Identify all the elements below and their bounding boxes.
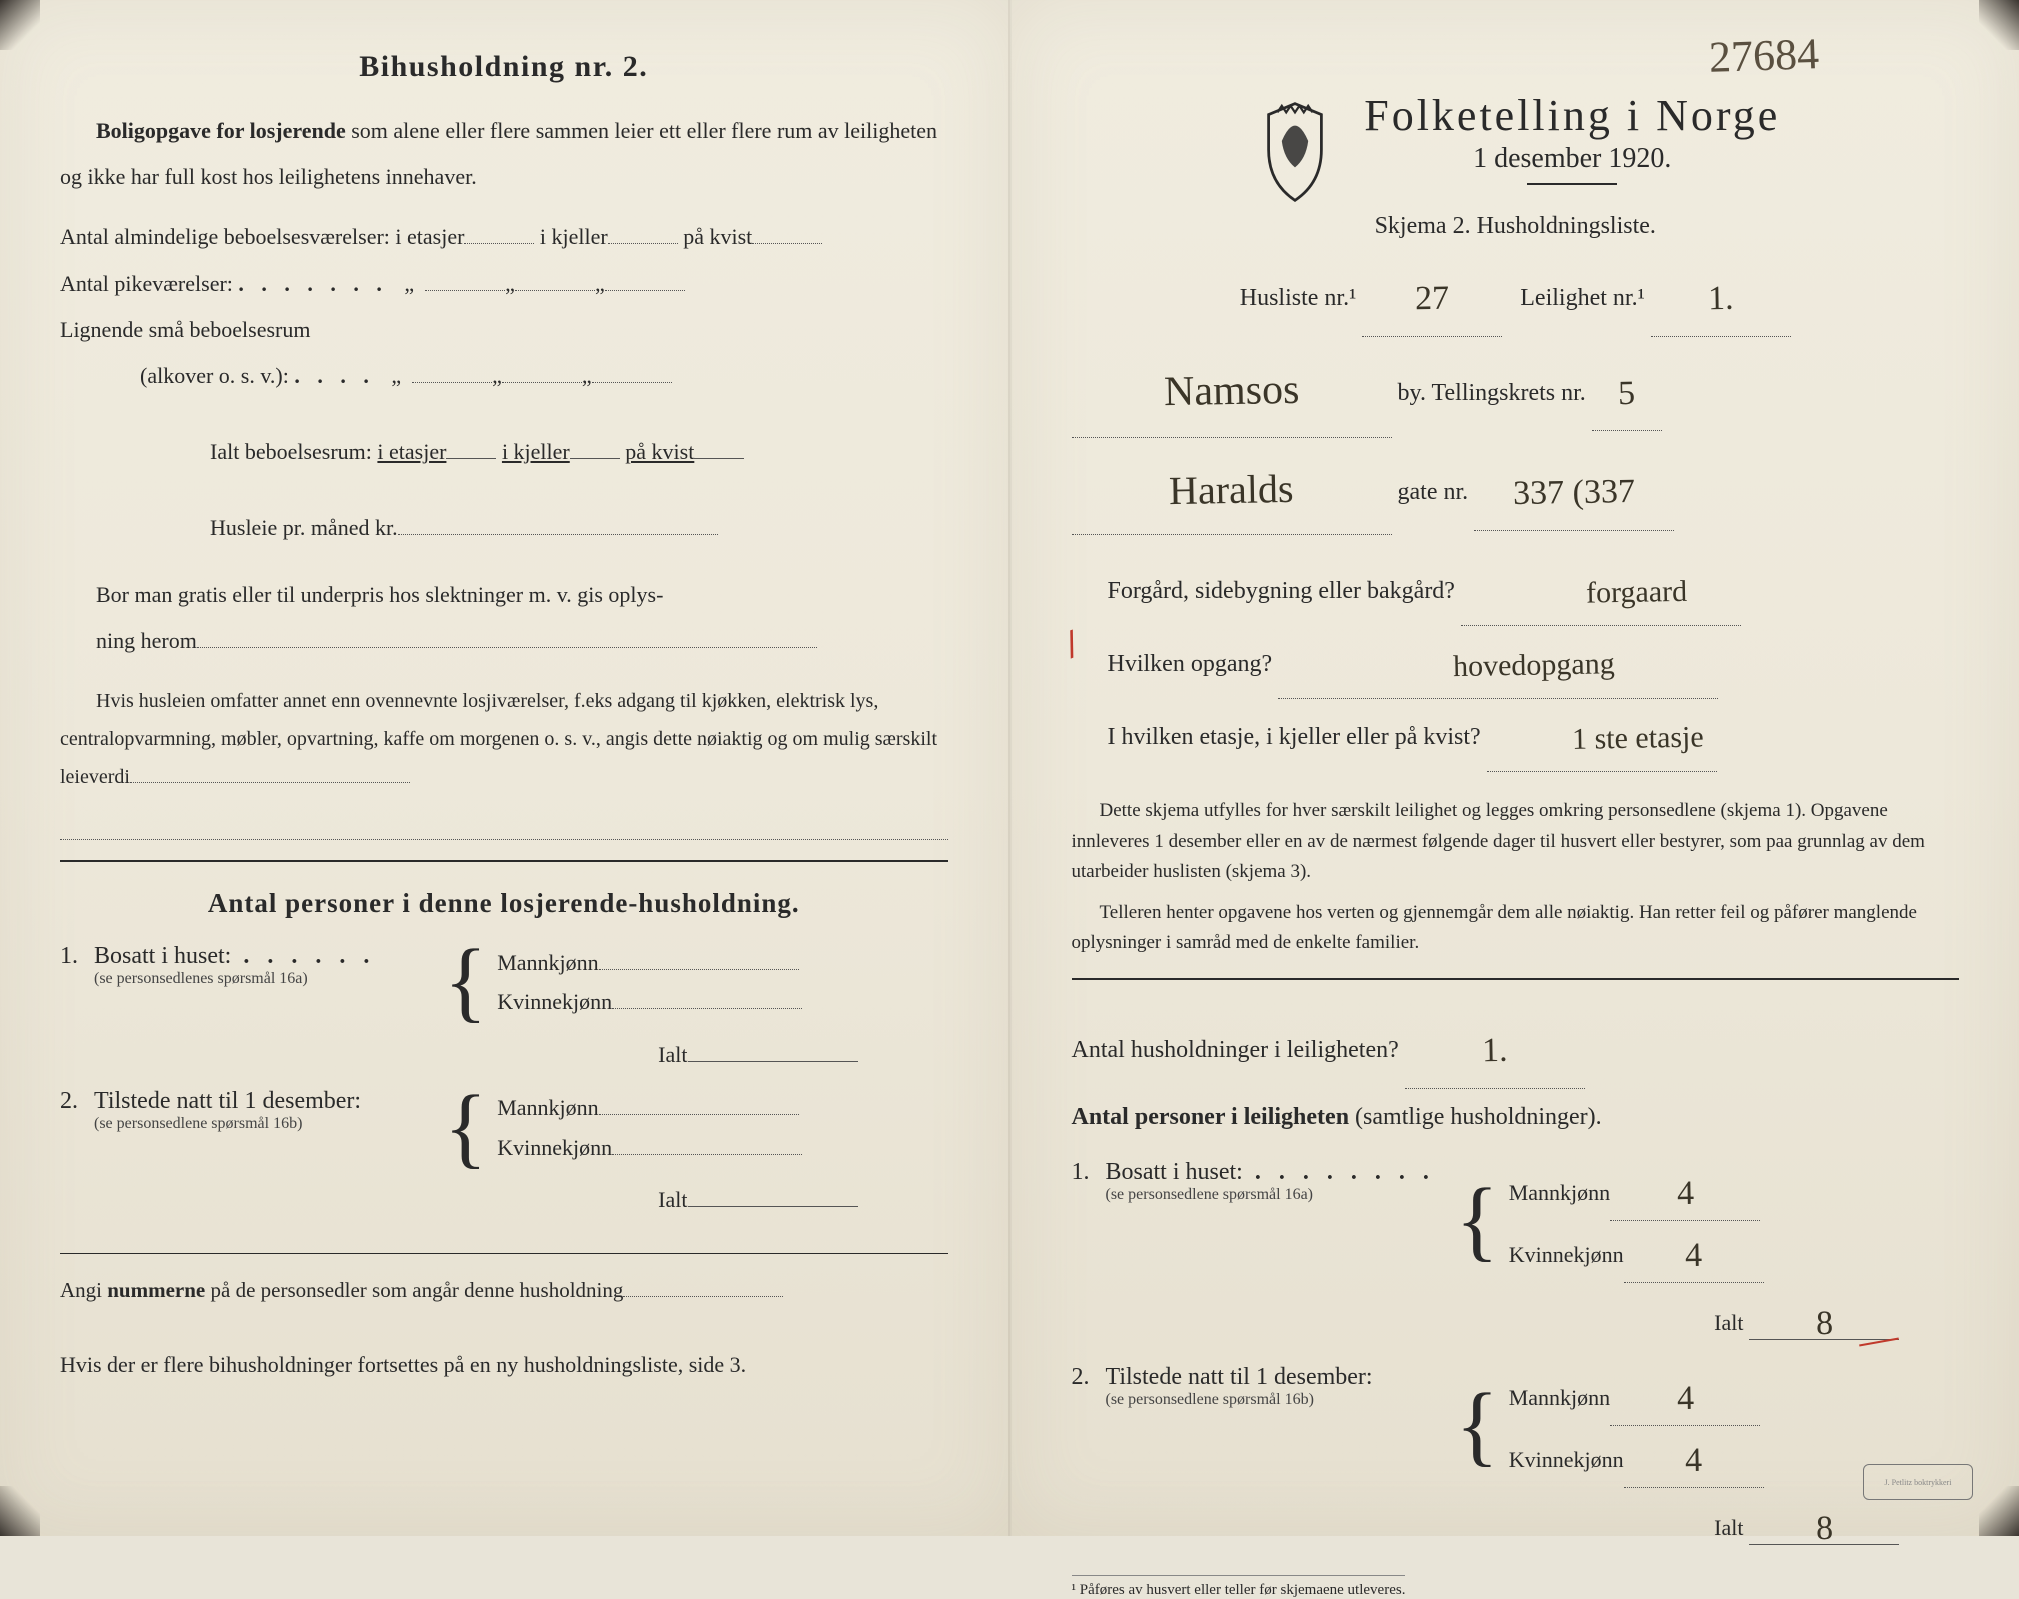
main-title: Folketelling i Norge bbox=[1364, 90, 1780, 141]
corner-shadow bbox=[0, 1486, 40, 1536]
para1: Dette skjema utfylles for hver særskilt … bbox=[1072, 796, 1960, 887]
r-count-row-1: 1. Bosatt i huset: . . . . . . . . (se p… bbox=[1072, 1159, 1960, 1283]
hand-r1k: 4 bbox=[1679, 1224, 1709, 1286]
corner-shadow bbox=[1979, 1486, 2019, 1536]
hand-forgard: forgaard bbox=[1544, 556, 1694, 631]
stamp-number: 27684 bbox=[1708, 28, 1820, 83]
title-rule bbox=[1527, 183, 1617, 185]
printer-stamp: J. Petlitz boktrykkeri bbox=[1863, 1464, 1973, 1500]
subtitle: 1 desember 1920. bbox=[1364, 143, 1780, 175]
ialt-beboelsesrum: Ialt beboelsesrum: i etasjer i kjeller p… bbox=[60, 429, 948, 475]
flere-note: Hvis der er flere bihusholdninger fortse… bbox=[60, 1352, 948, 1378]
ialt-1: Ialt bbox=[60, 1040, 948, 1068]
corner-shadow bbox=[0, 0, 40, 50]
hand-gatenr: 337 (337 bbox=[1507, 451, 1642, 535]
instruction-paragraphs: Dette skjema utfylles for hver særskilt … bbox=[1072, 796, 1960, 958]
hand-r1m: 4 bbox=[1670, 1162, 1700, 1224]
antal-hush-line: Antal husholdninger i leiligheten? 1. bbox=[1072, 1006, 1960, 1089]
r-ialt-2: Ialt 8 bbox=[1072, 1506, 1960, 1545]
divider bbox=[60, 860, 948, 862]
gate-line: Haralds gate nr. 337 (337 bbox=[1072, 438, 1960, 535]
brace-icon: { bbox=[1456, 1185, 1499, 1257]
hand-r2m: 4 bbox=[1670, 1368, 1700, 1430]
skjema-line: Skjema 2. Husholdningsliste. bbox=[1072, 213, 1960, 240]
hand-antal-hush: 1. bbox=[1475, 1010, 1514, 1092]
footnote: ¹ Påføres av husvert eller teller før sk… bbox=[1072, 1575, 1406, 1599]
line-pikevaerelser: Antal pikeværelser: . . . . . . . „ „„ bbox=[60, 261, 948, 307]
intro-bold: Boligopgave for losjerende bbox=[96, 118, 346, 143]
gratis-line: Bor man gratis eller til underpris hos s… bbox=[60, 572, 948, 664]
antal-pers-title: Antal personer i leiligheten (samtlige h… bbox=[1072, 1089, 1960, 1147]
opgang-line: Hvilken opgang? hovedopgang bbox=[1072, 626, 1960, 699]
hand-gatepre: Haralds bbox=[1163, 441, 1301, 539]
title-block: Folketelling i Norge 1 desember 1920. bbox=[1072, 90, 1960, 213]
dotted-leader: . . . . bbox=[294, 363, 375, 388]
count-row-2: 2. Tilstede natt til 1 desember: (se per… bbox=[60, 1088, 948, 1167]
husleien-note: Hvis husleien omfatter annet enn ovennev… bbox=[60, 682, 948, 840]
count-row-1: 1. Bosatt i huset: . . . . . . (se perso… bbox=[60, 943, 948, 1022]
divider bbox=[1072, 978, 1960, 980]
angi-line: Angi nummerne på de personsedler som ang… bbox=[60, 1268, 948, 1312]
hand-leilighet: 1. bbox=[1701, 258, 1740, 340]
coat-of-arms-icon bbox=[1250, 97, 1340, 207]
hand-by: Namsos bbox=[1157, 339, 1306, 442]
husliste-line: Husliste nr.¹ 27 Leilighet nr.¹ 1. bbox=[1072, 254, 1960, 337]
brace-icon: { bbox=[444, 946, 487, 1018]
forgard-line: Forgård, sidebygning eller bakgård? forg… bbox=[1072, 553, 1960, 626]
hand-etasje: 1 ste etasje bbox=[1529, 702, 1710, 777]
right-page: 27684 Folketelling i Norge 1 desember 19… bbox=[1010, 0, 2019, 1536]
brace-icon: { bbox=[444, 1092, 487, 1164]
line-lignende: Lignende små beboelsesrum (alkover o. s.… bbox=[60, 307, 948, 399]
hand-r2k: 4 bbox=[1679, 1430, 1709, 1492]
etasje-line: I hvilken etasje, i kjeller eller på kvi… bbox=[1072, 699, 1960, 772]
by-line: Namsos by. Tellingskrets nr. 5 bbox=[1072, 337, 1960, 439]
ialt-2: Ialt bbox=[60, 1185, 948, 1213]
para2: Telleren henter opgavene hos verten og g… bbox=[1072, 898, 1960, 959]
divider-thin bbox=[60, 1253, 948, 1254]
hand-krets: 5 bbox=[1612, 352, 1642, 434]
corner-shadow bbox=[1979, 0, 2019, 50]
intro-paragraph: Boligopgave for losjerende som alene ell… bbox=[60, 108, 948, 200]
husleie-line: Husleie pr. måned kr. bbox=[60, 505, 948, 551]
section2-title: Antal personer i denne losjerende-hushol… bbox=[60, 888, 948, 919]
opgang-wrapper: / Hvilken opgang? hovedopgang bbox=[1072, 626, 1960, 699]
brace-icon: { bbox=[1456, 1390, 1499, 1462]
hand-opgang: hovedopgang bbox=[1411, 629, 1622, 705]
line-almindelige: Antal almindelige beboelsesværelser: i e… bbox=[60, 214, 948, 260]
hand-husliste: 27 bbox=[1409, 258, 1456, 340]
r-count-row-2: 2. Tilstede natt til 1 desember: (se per… bbox=[1072, 1364, 1960, 1488]
hand-r2i: 8 bbox=[1809, 1510, 1839, 1549]
r-ialt-1: Ialt 8 bbox=[1072, 1301, 1960, 1340]
hand-r1i: 8 bbox=[1809, 1305, 1839, 1344]
left-page: Bihusholdning nr. 2. Boligopgave for los… bbox=[0, 0, 1010, 1536]
left-title: Bihusholdning nr. 2. bbox=[60, 50, 948, 84]
dotted-leader: . . . . . . . bbox=[238, 271, 388, 296]
